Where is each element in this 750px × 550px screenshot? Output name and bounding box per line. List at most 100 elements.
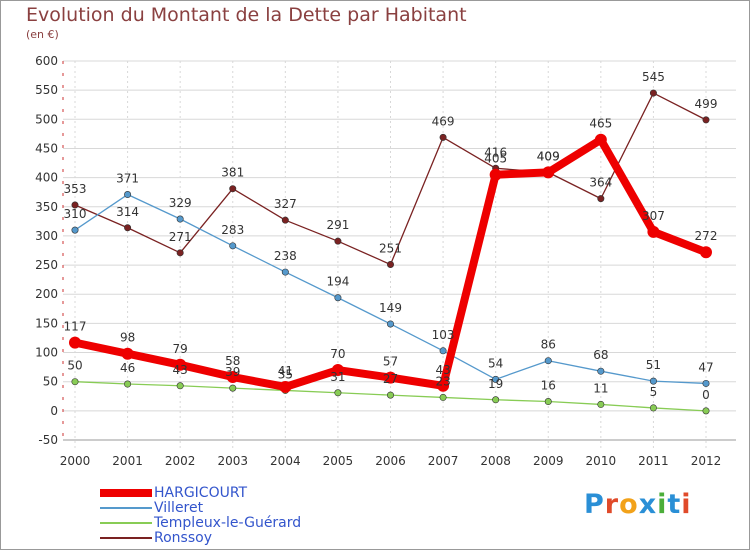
data-label-ronssoy: 271 (169, 230, 192, 244)
data-label-templeux-le-gu-rard: 19 (488, 377, 503, 391)
logo-letter: t (667, 489, 682, 520)
data-point-villeret (439, 347, 447, 355)
data-point-ronssoy (124, 224, 132, 232)
x-tick-label: 2000 (60, 454, 91, 468)
data-point-ronssoy (334, 237, 342, 245)
data-label-templeux-le-gu-rard: 27 (383, 372, 398, 386)
x-tick-label: 2009 (533, 454, 564, 468)
data-label-villeret: 310 (64, 207, 87, 221)
data-point-villeret (281, 268, 289, 276)
data-point-ronssoy (597, 195, 605, 203)
chart-subtitle: (en €) (26, 28, 59, 41)
data-label-templeux-le-gu-rard: 46 (120, 361, 135, 375)
data-label-hargicourt: 405 (484, 152, 507, 166)
data-label-ronssoy: 251 (379, 241, 402, 255)
data-point-villeret (71, 226, 79, 234)
data-label-villeret: 51 (646, 358, 661, 372)
data-label-templeux-le-gu-rard: 39 (225, 365, 240, 379)
data-label-ronssoy: 364 (589, 176, 612, 190)
data-label-hargicourt: 307 (642, 209, 665, 223)
data-point-villeret (544, 357, 552, 365)
y-tick-label: 450 (35, 141, 58, 155)
data-label-ronssoy: 545 (642, 70, 665, 84)
y-tick-label: 250 (35, 258, 58, 272)
data-point-hargicourt (700, 246, 712, 259)
data-point-hargicourt (279, 380, 292, 393)
data-label-templeux-le-gu-rard: 16 (541, 379, 556, 393)
data-point-templeux-le-gu-rard (439, 393, 447, 401)
legend-item-templeux-le-gu-rard: Templeux-le-Guérard (100, 515, 302, 531)
data-point-villeret (649, 377, 657, 385)
legend-swatch (100, 522, 152, 524)
y-tick-label: 200 (35, 287, 58, 301)
x-tick-label: 2012 (691, 454, 722, 468)
data-label-hargicourt: 70 (330, 347, 345, 361)
data-point-ronssoy (439, 133, 447, 141)
logo-letter: i (681, 489, 692, 520)
data-point-hargicourt (121, 347, 134, 360)
data-label-villeret: 283 (221, 223, 244, 237)
data-label-ronssoy: 291 (326, 218, 349, 232)
y-tick-label: 100 (35, 346, 58, 360)
data-label-villeret: 68 (593, 348, 608, 362)
data-point-villeret (492, 375, 500, 383)
logo-letter: x (638, 489, 658, 520)
data-label-templeux-le-gu-rard: 11 (593, 381, 608, 395)
data-point-templeux-le-gu-rard (71, 378, 79, 386)
legend-label: HARGICOURT (154, 485, 248, 501)
data-label-villeret: 149 (379, 301, 402, 315)
data-point-templeux-le-gu-rard (544, 398, 552, 406)
data-label-hargicourt: 465 (589, 117, 612, 131)
data-point-templeux-le-gu-rard (597, 400, 605, 408)
data-point-templeux-le-gu-rard (649, 404, 657, 412)
x-tick-label: 2005 (323, 454, 354, 468)
logo-letter: i (657, 489, 668, 520)
data-label-ronssoy: 416 (484, 145, 507, 159)
data-label-templeux-le-gu-rard: 50 (67, 359, 82, 373)
legend-swatch (100, 507, 152, 509)
data-label-villeret: 54 (488, 356, 503, 370)
data-point-villeret (229, 242, 237, 250)
data-label-templeux-le-gu-rard: 31 (330, 370, 345, 384)
data-point-hargicourt (384, 371, 397, 384)
y-tick-label: 550 (35, 83, 58, 97)
data-point-hargicourt (647, 225, 660, 238)
y-tick-label: 500 (35, 112, 58, 126)
data-label-hargicourt: 409 (537, 149, 560, 163)
data-point-templeux-le-gu-rard (492, 396, 500, 404)
data-label-villeret: 194 (326, 275, 349, 289)
data-point-villeret (334, 294, 342, 302)
data-point-ronssoy (281, 216, 289, 224)
data-label-ronssoy: 314 (116, 205, 139, 219)
data-point-templeux-le-gu-rard (229, 384, 237, 392)
data-point-ronssoy (649, 89, 657, 97)
logo-letter: r (604, 489, 620, 520)
data-label-ronssoy: 469 (432, 114, 455, 128)
data-label-templeux-le-gu-rard: 43 (173, 363, 188, 377)
series-layer (69, 89, 712, 415)
data-label-hargicourt: 43 (435, 363, 450, 377)
legend-item-ronssoy: Ronssoy (100, 530, 212, 546)
x-tick-label: 2004 (270, 454, 301, 468)
data-label-villeret: 103 (432, 328, 455, 342)
chart-title: Evolution du Montant de la Dette par Hab… (26, 4, 467, 26)
data-point-hargicourt (437, 379, 450, 392)
x-tick-label: 2007 (428, 454, 459, 468)
x-tick-label: 2010 (586, 454, 617, 468)
proxiti-logo: Proxiti (584, 489, 692, 520)
data-label-ronssoy: 327 (274, 197, 297, 211)
data-point-templeux-le-gu-rard (124, 380, 132, 388)
data-point-hargicourt (174, 358, 187, 371)
data-point-hargicourt (331, 364, 344, 377)
data-point-templeux-le-gu-rard (386, 391, 394, 399)
data-label-templeux-le-gu-rard: 5 (650, 385, 658, 399)
data-point-templeux-le-gu-rard (176, 382, 184, 390)
y-tick-label: 50 (43, 375, 58, 389)
logo-letter: o (619, 489, 639, 520)
y-tick-label: -50 (38, 433, 58, 447)
y-tick-label: 600 (35, 54, 58, 68)
legend-label: Templeux-le-Guérard (154, 515, 302, 531)
data-label-templeux-le-gu-rard: 23 (435, 374, 450, 388)
